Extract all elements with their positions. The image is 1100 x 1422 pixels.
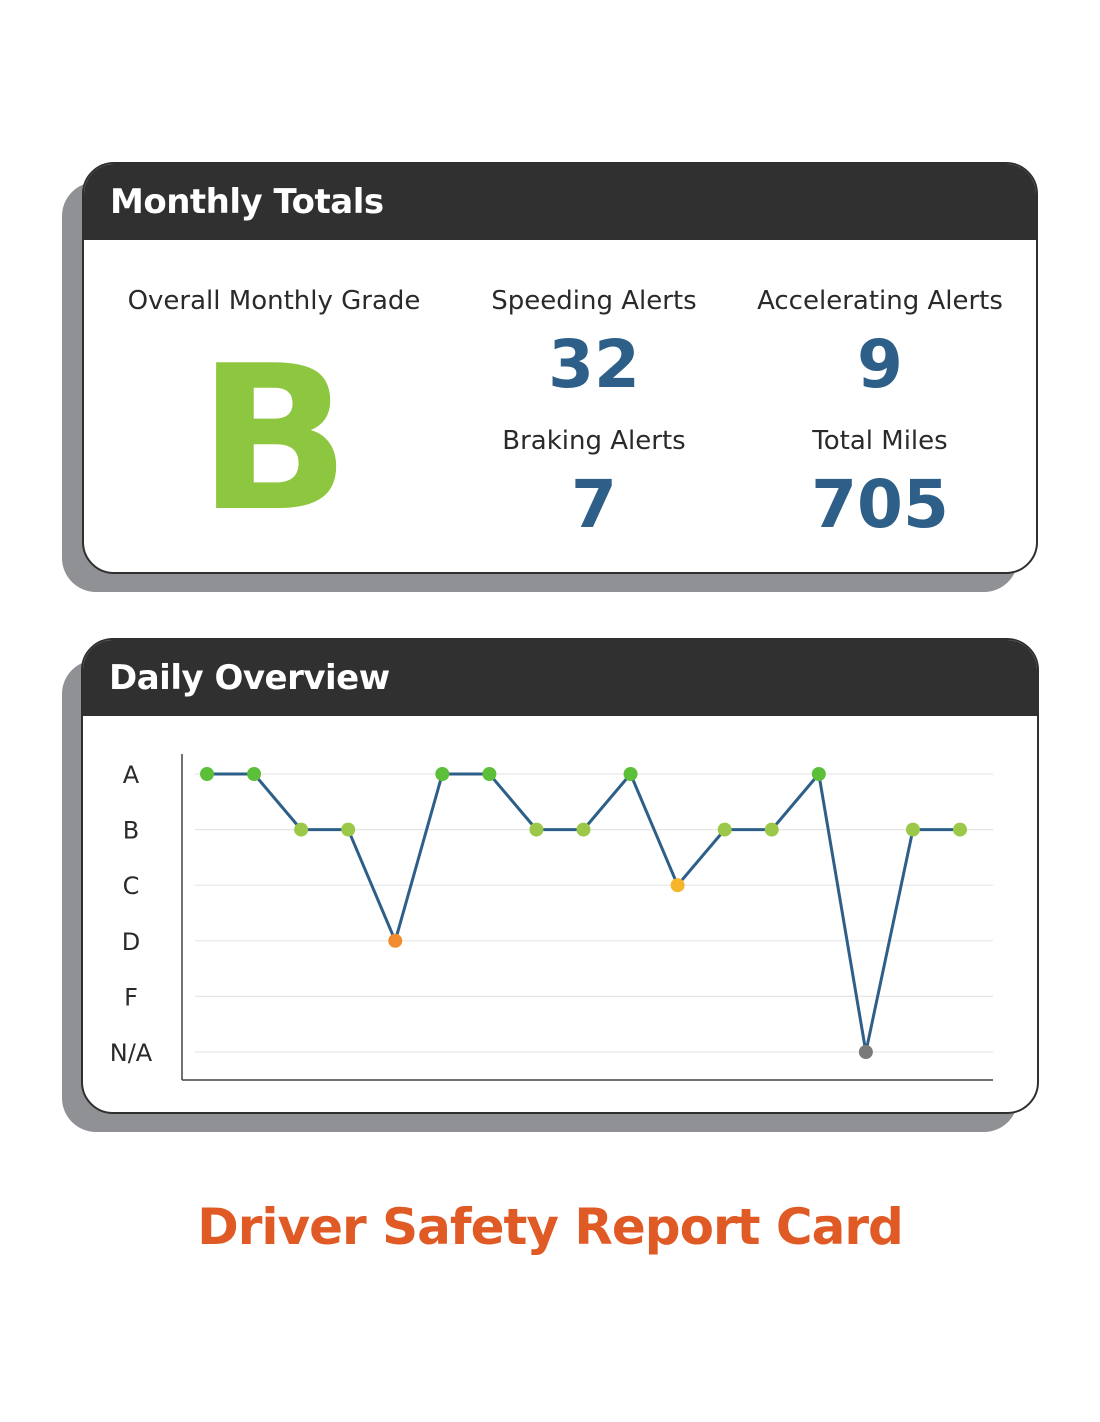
- total-miles-value: 705: [811, 466, 949, 543]
- y-tick-label: D: [122, 928, 140, 956]
- data-point: [200, 767, 214, 781]
- data-point: [905, 822, 920, 837]
- braking-alerts-value: 7: [571, 466, 617, 543]
- total-miles-label: Total Miles: [812, 426, 948, 456]
- monthly-totals-card: Monthly Totals Overall Monthly Grade B S…: [82, 162, 1038, 574]
- report-title: Driver Safety Report Card: [197, 1198, 904, 1256]
- accelerating-alerts-value: 9: [857, 326, 903, 403]
- speeding-alerts-label: Speeding Alerts: [491, 286, 697, 316]
- grade-label: Overall Monthly Grade: [127, 286, 421, 316]
- speeding-alerts-value: 32: [548, 326, 640, 403]
- data-point: [670, 878, 685, 893]
- data-point: [953, 822, 967, 837]
- y-tick-label: B: [123, 817, 139, 845]
- monthly-totals-title: Monthly Totals: [110, 182, 384, 222]
- data-point: [717, 822, 732, 837]
- data-point: [576, 822, 591, 837]
- braking-alerts-label: Braking Alerts: [502, 426, 686, 456]
- daily-overview-card: Daily Overview A B C D F N/A: [81, 638, 1039, 1114]
- daily-overview-title: Daily Overview: [109, 658, 390, 698]
- data-point: [858, 1045, 873, 1059]
- data-point: [482, 767, 497, 781]
- data-point: [388, 933, 403, 948]
- daily-overview-header: Daily Overview: [83, 640, 1037, 716]
- data-point: [294, 822, 309, 837]
- data-point: [341, 822, 356, 837]
- accelerating-alerts-label: Accelerating Alerts: [757, 286, 1003, 316]
- data-point: [623, 767, 638, 781]
- data-point: [811, 767, 826, 781]
- grade-value: B: [197, 323, 351, 556]
- y-tick-label: A: [123, 761, 140, 789]
- series-line: [207, 772, 960, 1054]
- data-point: [764, 822, 779, 837]
- data-point: [529, 822, 544, 837]
- y-tick-label: C: [123, 872, 140, 900]
- y-tick-label: N/A: [110, 1039, 153, 1067]
- data-point: [435, 767, 450, 781]
- data-point: [247, 767, 262, 781]
- monthly-totals-header: Monthly Totals: [84, 164, 1036, 240]
- y-tick-label: F: [124, 983, 138, 1011]
